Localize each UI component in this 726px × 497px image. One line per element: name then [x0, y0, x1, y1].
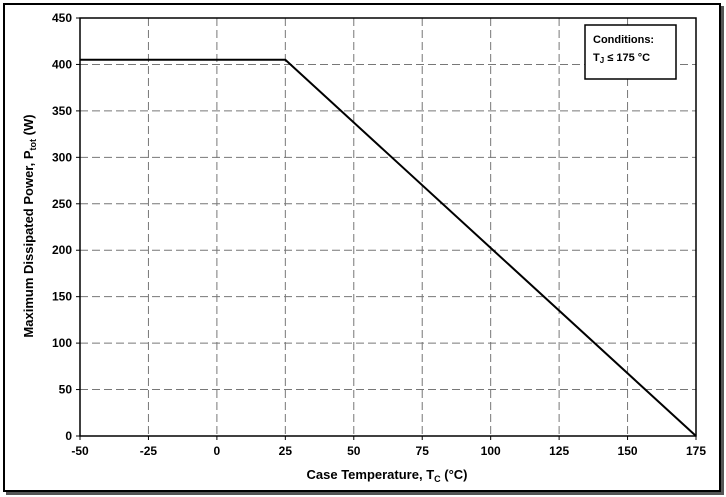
conditions-title: Conditions: — [593, 34, 654, 46]
y-tick-label: 150 — [52, 290, 72, 304]
y-tick-label: 50 — [59, 383, 73, 397]
y-tick-label: 450 — [52, 11, 72, 25]
conditions-tj-rest: ≤ 175 °C — [604, 52, 650, 64]
x-tick-label: 125 — [549, 444, 569, 458]
chart-frame — [3, 3, 721, 492]
x-axis-title: Case Temperature, TC (°C) — [307, 467, 468, 484]
y-tick-label: 200 — [52, 243, 72, 257]
y-axis-title: Maximum Dissipated Power, Ptot (W) — [21, 114, 38, 337]
y-axis-title-main: Maximum Dissipated Power, P — [21, 150, 36, 337]
conditions-tj-sub: J — [600, 56, 604, 65]
y-axis-title-sub: tot — [28, 139, 38, 151]
x-tick-label: 0 — [214, 444, 221, 458]
x-tick-label: -50 — [71, 444, 89, 458]
x-axis-ticks: -50 -25 0 25 50 75 100 125 150 175 — [71, 436, 706, 458]
y-tick-label: 400 — [52, 57, 72, 71]
y-axis-title-unit: (W) — [21, 114, 36, 139]
x-tick-label: 50 — [347, 444, 361, 458]
conditions-box: Conditions: TJ ≤ 175 °C — [584, 24, 677, 80]
y-tick-label: 350 — [52, 104, 72, 118]
power-derating-curve — [80, 58, 697, 437]
plot-area — [79, 17, 697, 437]
y-tick-label: 100 — [52, 336, 72, 350]
x-tick-label: 150 — [618, 444, 638, 458]
x-axis-title-main: Case Temperature, T — [307, 467, 435, 482]
x-tick-label: -25 — [140, 444, 158, 458]
y-axis-ticks: 0 50 100 150 200 250 300 350 400 450 — [52, 11, 80, 443]
x-tick-label: 25 — [279, 444, 293, 458]
conditions-tj-main: T — [593, 52, 600, 64]
y-tick-label: 0 — [65, 429, 72, 443]
x-tick-label: 100 — [481, 444, 501, 458]
x-axis-title-unit: (°C) — [441, 467, 468, 482]
grid — [80, 18, 696, 436]
y-tick-label: 250 — [52, 197, 72, 211]
y-tick-label: 300 — [52, 150, 72, 164]
x-tick-label: 175 — [686, 444, 706, 458]
x-tick-label: 75 — [416, 444, 430, 458]
conditions-value: TJ ≤ 175 °C — [593, 52, 650, 65]
x-axis-title-sub: C — [434, 474, 441, 484]
